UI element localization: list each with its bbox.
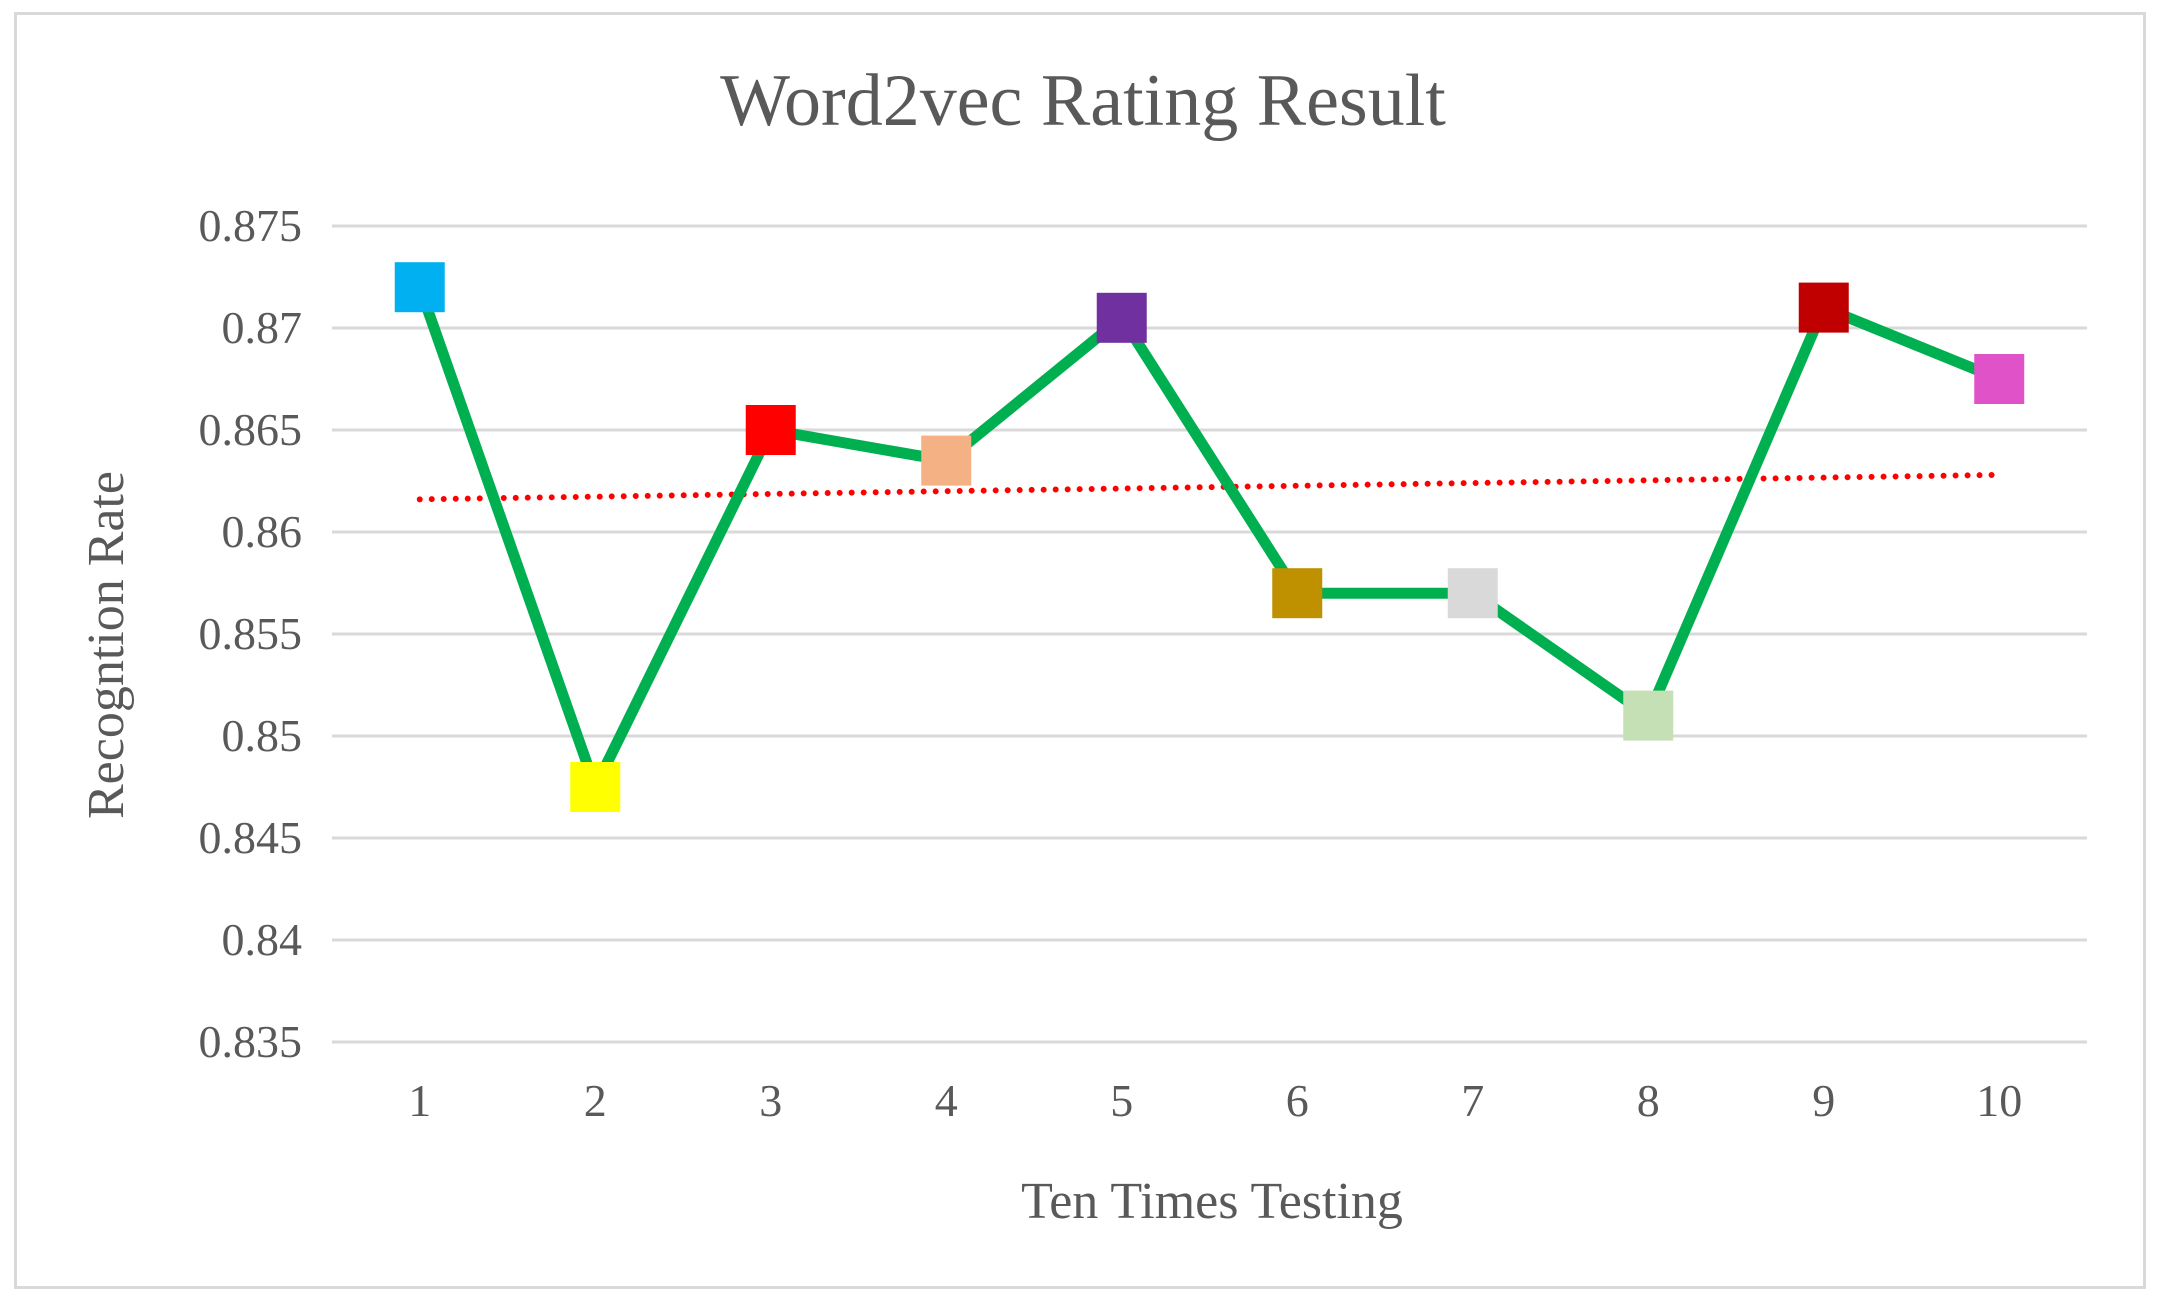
x-tick-label: 8 — [1637, 1075, 1660, 1126]
y-tick-label: 0.87 — [222, 302, 303, 353]
y-tick-label: 0.865 — [199, 404, 303, 455]
y-tick-label: 0.85 — [222, 710, 303, 761]
data-point-marker — [394, 262, 445, 313]
trendline — [416, 471, 2003, 503]
data-point-marker — [1798, 282, 1849, 333]
data-point-marker — [1447, 568, 1498, 619]
x-tick-label: 3 — [759, 1075, 782, 1126]
y-tick-label: 0.875 — [199, 200, 303, 251]
data-point-marker — [1974, 354, 2025, 404]
y-tick-label: 0.845 — [199, 812, 303, 863]
chart-title: Word2vec Rating Result — [720, 60, 1446, 142]
x-tick-label: 2 — [584, 1075, 607, 1126]
series-line-layer — [414, 285, 2002, 793]
series-markers — [394, 262, 2025, 812]
data-point-marker — [1623, 690, 1674, 741]
series-line — [414, 285, 2002, 793]
x-tick-label: 4 — [935, 1075, 958, 1126]
data-point-marker — [570, 762, 621, 812]
x-tick-label: 1 — [408, 1075, 431, 1126]
data-point-marker — [1272, 568, 1323, 619]
y-tick-label: 0.84 — [222, 914, 303, 965]
line-chart: 0.835 0.84 0.845 0.85 0.855 0.86 0.865 0.87 0.87… — [78, 60, 2087, 1230]
y-tick-label: 0.835 — [199, 1016, 303, 1067]
data-point-marker — [921, 435, 972, 486]
y-tick-label: 0.86 — [222, 506, 303, 557]
gridlines — [332, 224, 2087, 1044]
x-axis-ticks: 1 2 3 4 5 6 7 8 9 10 — [408, 1075, 2022, 1126]
x-tick-label: 7 — [1461, 1075, 1484, 1126]
y-axis-ticks: 0.835 0.84 0.845 0.85 0.855 0.86 0.865 0.87 0.87… — [199, 200, 303, 1067]
x-tick-label: 6 — [1286, 1075, 1309, 1126]
y-axis-title: Recogntion Rate — [78, 471, 135, 819]
trendline-layer — [416, 471, 2003, 503]
x-tick-label: 5 — [1110, 1075, 1133, 1126]
x-axis-title: Ten Times Testing — [1021, 1173, 1403, 1230]
chart-frame: 0.835 0.84 0.845 0.85 0.855 0.86 0.865 0.87 0.87… — [14, 12, 2146, 1289]
y-tick-label: 0.855 — [199, 608, 303, 659]
data-point-marker — [1096, 292, 1147, 343]
x-tick-label: 10 — [1976, 1075, 2022, 1126]
data-point-marker — [745, 405, 796, 455]
x-tick-label: 9 — [1812, 1075, 1835, 1126]
